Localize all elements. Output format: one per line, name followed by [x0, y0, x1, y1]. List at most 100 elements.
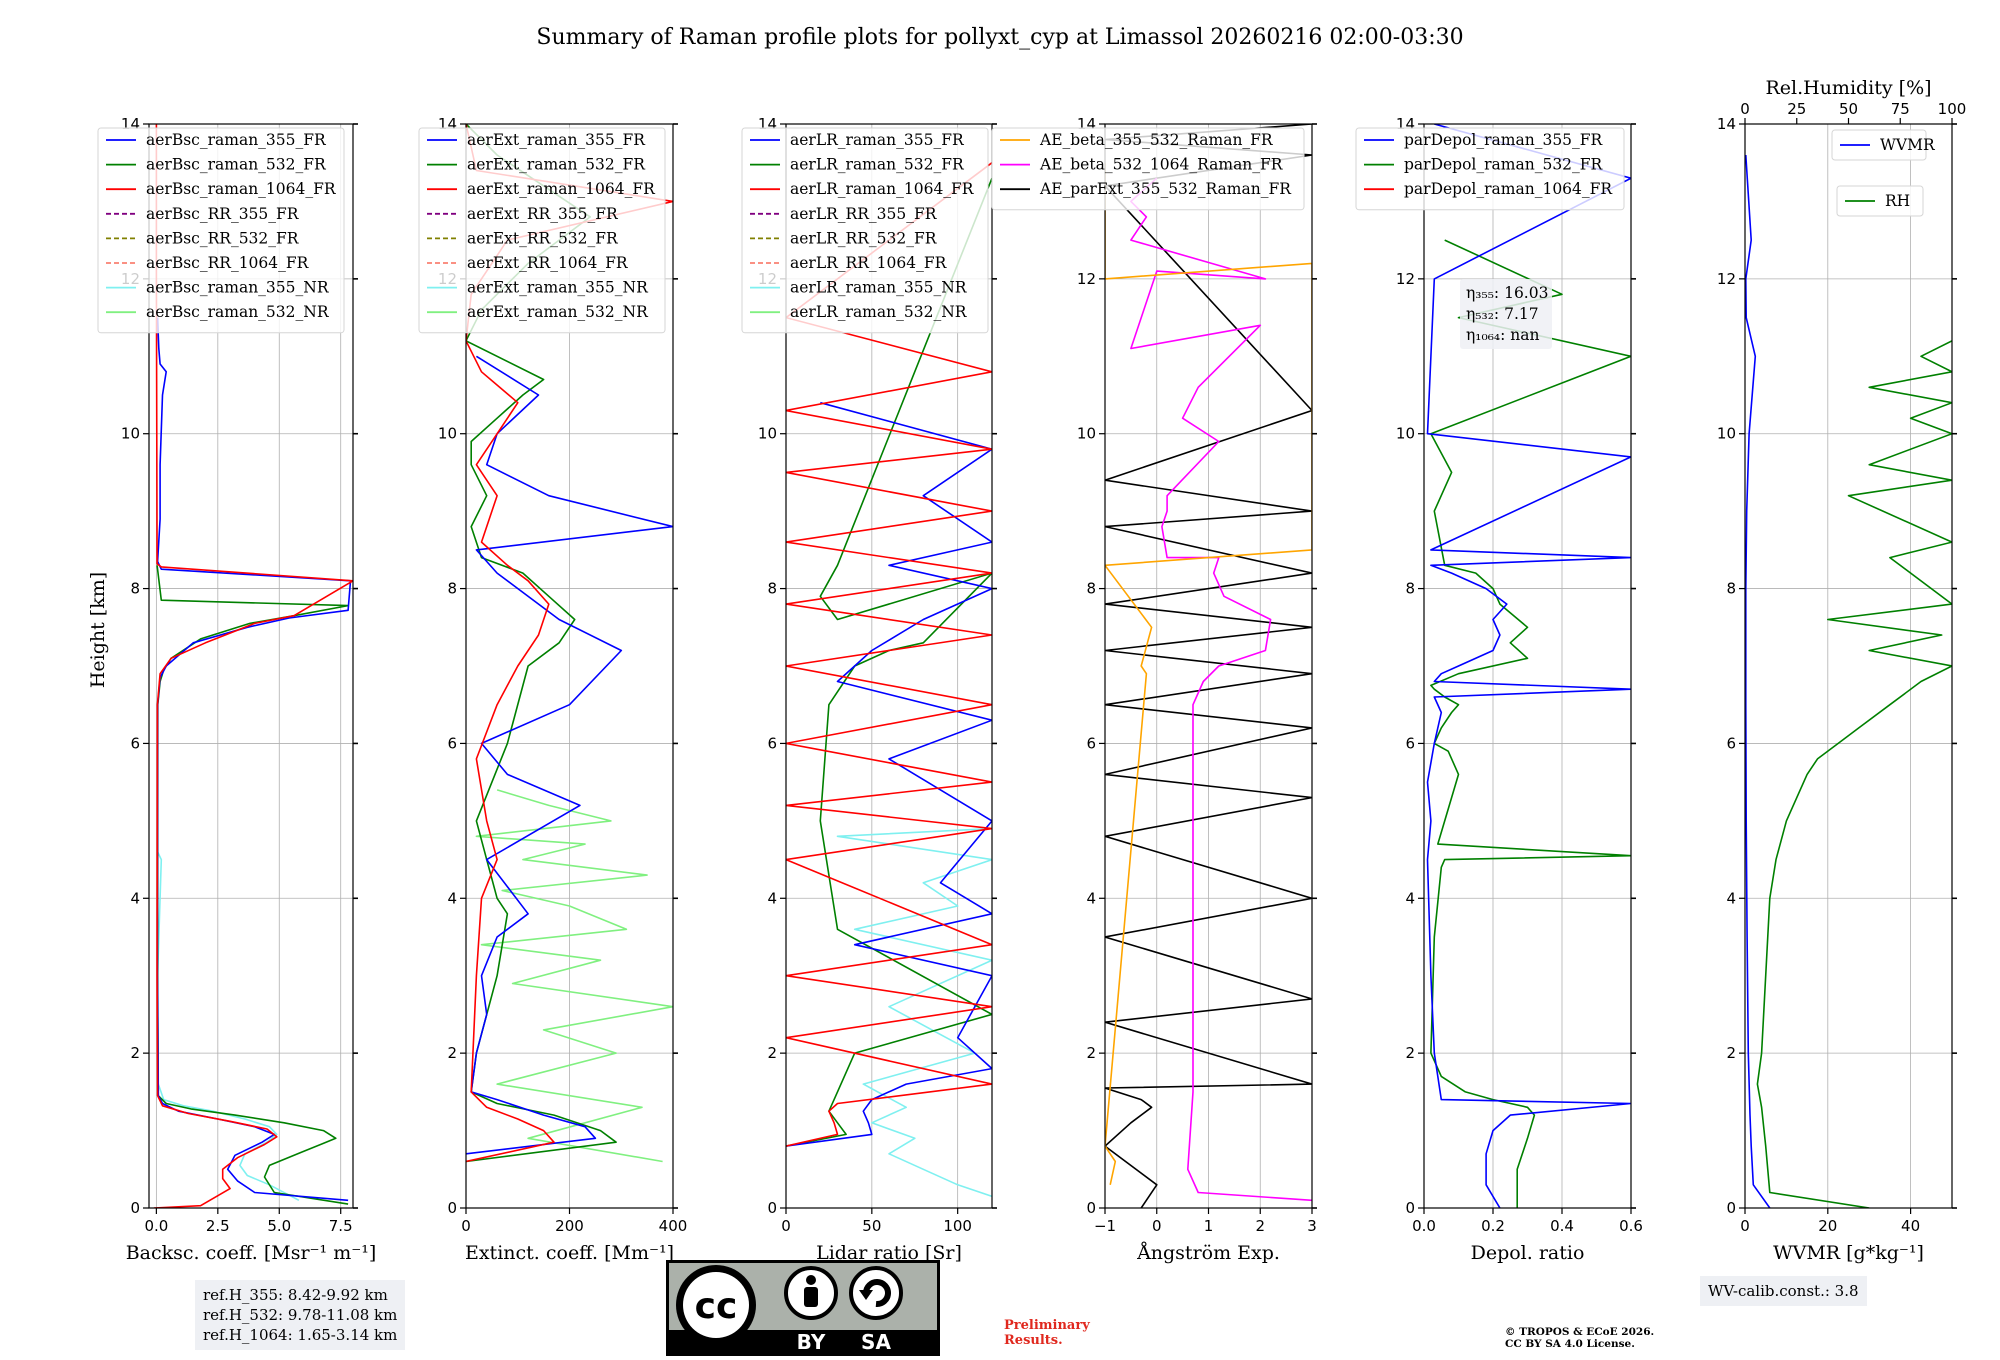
- y-tick-label: 2: [130, 1044, 140, 1062]
- y-tick-label: 6: [130, 734, 140, 752]
- series-line-wvmr: [1745, 154, 1771, 1208]
- legend-label: aerLR_RR_1064_FR: [790, 254, 948, 272]
- legend-label: AE_beta_355_532_Raman_FR: [1039, 131, 1274, 149]
- x-tick-label: 0.2: [1481, 1217, 1505, 1235]
- badge-by-text: BY: [797, 1330, 826, 1354]
- x-axis-label: Lidar ratio [Sr]: [816, 1242, 962, 1264]
- y-tick-label: 12: [1396, 270, 1415, 288]
- legend-label: parDepol_raman_355_FR: [1404, 131, 1604, 149]
- x-tick-label: 0: [1740, 1217, 1750, 1235]
- top-x-tick-label: 50: [1839, 100, 1858, 118]
- by-person-body: [804, 1287, 818, 1307]
- legend-label: aerLR_raman_355_NR: [790, 279, 968, 297]
- y-tick-label: 8: [1086, 580, 1096, 598]
- y-tick-label: 12: [1077, 270, 1096, 288]
- legend-label: aerExt_RR_532_FR: [467, 229, 619, 247]
- x-tick-label: 20: [1818, 1217, 1837, 1235]
- legend-label: aerLR_raman_532_NR: [790, 303, 968, 321]
- top-x-tick-label: 25: [1787, 100, 1806, 118]
- x-axis-label: Depol. ratio: [1471, 1242, 1585, 1264]
- series-line-pardepol-raman-532-fr: [1430, 239, 1631, 1208]
- y-tick-label: 4: [767, 889, 777, 907]
- legend-label: aerExt_raman_532_FR: [467, 156, 646, 174]
- sa-share-icon: [849, 1266, 903, 1320]
- y-tick-label: 6: [767, 734, 777, 752]
- badge-sa-text: SA: [861, 1330, 891, 1354]
- cc-logo-text: cc: [695, 1286, 738, 1327]
- y-tick-label: 4: [1726, 889, 1736, 907]
- legend-label: aerLR_RR_355_FR: [790, 205, 938, 223]
- ref-height-1064: ref.H_1064: 1.65-3.14 km: [203, 1326, 398, 1344]
- legend-label: RH: [1885, 192, 1910, 210]
- top-axis-label: Rel.Humidity [%]: [1765, 77, 1931, 99]
- x-axis-label: Ångström Exp.: [1136, 1242, 1280, 1264]
- legend-label: aerExt_raman_532_NR: [467, 303, 649, 321]
- series-line-pardepol-raman-355-fr: [1426, 124, 1631, 1208]
- x-tick-label: 400: [659, 1217, 688, 1235]
- y-tick-label: 12: [1717, 270, 1736, 288]
- y-tick-label: 8: [1405, 580, 1415, 598]
- series-line-aerbsc-raman-355-fr: [156, 317, 352, 1202]
- legend-box: [97, 127, 345, 334]
- y-tick-label: 4: [447, 889, 457, 907]
- y-tick-label: 2: [447, 1044, 457, 1062]
- x-axis-label: Backsc. coeff. [Msr⁻¹ m⁻¹]: [126, 1242, 377, 1264]
- cc-logo-inner: [683, 1272, 749, 1338]
- series-line-aerbsc-raman-532-fr: [156, 565, 349, 1205]
- y-tick-label: 10: [438, 425, 457, 443]
- y-tick-label: 8: [1726, 580, 1736, 598]
- legend-label: aerBsc_raman_1064_FR: [146, 180, 337, 198]
- ref-height-355: ref.H_355: 8.42-9.92 km: [203, 1286, 388, 1304]
- y-tick-label: 0: [1086, 1199, 1096, 1217]
- series-line-ae-beta-355-532-raman-fr: [1105, 162, 1312, 1185]
- sa-arc: [863, 1279, 891, 1308]
- legend-box: [1355, 127, 1625, 211]
- y-tick-label: 6: [447, 734, 457, 752]
- legend-label: aerBsc_raman_532_FR: [146, 156, 327, 174]
- preliminary-line-1: Preliminary: [1004, 1318, 1090, 1333]
- y-tick-label: 6: [1726, 734, 1736, 752]
- legend-box: [1836, 185, 1924, 217]
- legend-label: aerExt_RR_355_FR: [467, 205, 619, 223]
- y-tick-label: 8: [767, 580, 777, 598]
- series-line-ae-beta-532-1064-raman-fr: [1130, 177, 1312, 1202]
- x-tick-label: 2: [1255, 1217, 1265, 1235]
- legend-label: aerBsc_raman_355_FR: [146, 131, 327, 149]
- y-tick-label: 2: [1405, 1044, 1415, 1062]
- series-line-aerbsc-raman-355-nr: [156, 820, 300, 1202]
- legend-label: aerExt_raman_1064_FR: [467, 180, 656, 198]
- y-tick-label: 10: [1717, 425, 1736, 443]
- y-tick-label: 10: [121, 425, 140, 443]
- x-tick-label: 7.5: [329, 1217, 353, 1235]
- x-tick-label: 0.4: [1550, 1217, 1574, 1235]
- eta-annotation-text: η₅₃₂: 7.17: [1466, 305, 1539, 323]
- x-tick-label: 0.0: [144, 1217, 168, 1235]
- series-line-aerext-raman-532-nr: [475, 789, 673, 1163]
- x-tick-label: 3: [1307, 1217, 1317, 1235]
- x-tick-label: 40: [1901, 1217, 1920, 1235]
- legend-label: aerBsc_RR_1064_FR: [146, 254, 310, 272]
- data-layer: [1105, 124, 1312, 1208]
- x-tick-label: 200: [555, 1217, 584, 1235]
- y-tick-label: 4: [1086, 889, 1096, 907]
- legend-label: parDepol_raman_532_FR: [1404, 156, 1604, 174]
- y-tick-label: 2: [1726, 1044, 1736, 1062]
- x-tick-label: −1: [1094, 1217, 1116, 1235]
- y-axis-label: Height [km]: [87, 572, 109, 688]
- y-tick-label: 10: [1077, 425, 1096, 443]
- y-tick-label: 10: [1396, 425, 1415, 443]
- y-tick-label: 0: [130, 1199, 140, 1217]
- legend-box: [1831, 129, 1927, 161]
- legend-label: aerExt_raman_355_FR: [467, 131, 646, 149]
- y-tick-label: 0: [1726, 1199, 1736, 1217]
- legend-label: aerLR_raman_355_FR: [790, 131, 965, 149]
- x-tick-label: 2.5: [206, 1217, 230, 1235]
- x-axis-label: WVMR [g*kg⁻¹]: [1773, 1242, 1924, 1264]
- legend-label: aerBsc_RR_532_FR: [146, 229, 300, 247]
- y-tick-label: 0: [767, 1199, 777, 1217]
- x-tick-label: 100: [943, 1217, 972, 1235]
- axes-frame: [1423, 123, 1632, 1209]
